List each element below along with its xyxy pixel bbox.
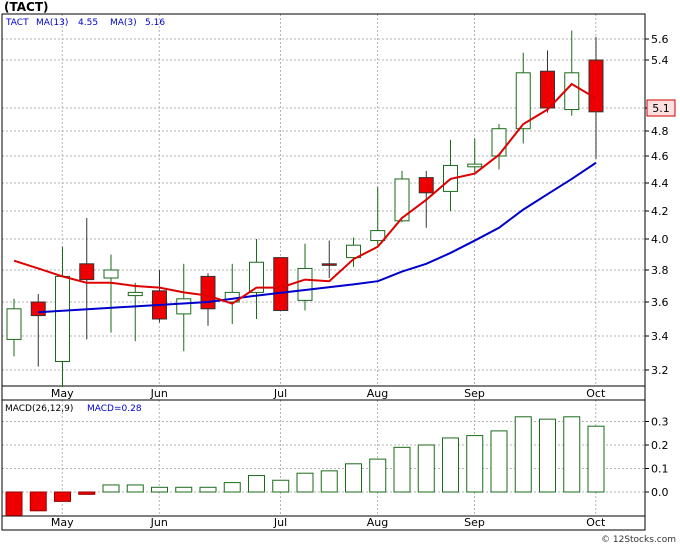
- candle-body: [200, 275, 216, 310]
- macd-axis: 0.0 0.1 0.2 0.3: [645, 416, 669, 499]
- candle-body: [6, 308, 22, 340]
- macd-bar: [151, 486, 168, 493]
- candle-body: [321, 263, 337, 266]
- macd-tick-label: 0.2: [651, 439, 669, 452]
- month-label-macd: Sep: [464, 516, 485, 529]
- macd-tick-label: 0.3: [651, 416, 669, 429]
- candle-body: [467, 163, 483, 168]
- candle-body: [588, 59, 604, 113]
- month-label: Jun: [150, 387, 168, 400]
- macd-bar: [393, 446, 411, 493]
- macd-bar: [223, 482, 241, 493]
- price-grid: [2, 14, 645, 386]
- candle-body: [394, 178, 410, 222]
- chart-title: (TACT): [4, 0, 49, 14]
- macd-month-strip: [1, 515, 646, 531]
- current-price-tag: [646, 99, 676, 117]
- candle-body: [30, 301, 46, 317]
- candle-body: [297, 267, 313, 301]
- price-tick-label: 4.6: [651, 150, 669, 163]
- ma3-legend-label: MA(3): [110, 18, 137, 28]
- macd-bar: [490, 430, 508, 493]
- candle-body: [370, 230, 386, 242]
- macd-bar: [417, 444, 435, 493]
- candle-body: [540, 70, 555, 109]
- ma13-line: [38, 161, 597, 314]
- macd-bar: [248, 475, 265, 493]
- macd-bar: [563, 416, 581, 493]
- month-label: May: [51, 387, 74, 400]
- price-tick-label: 4.0: [651, 233, 669, 246]
- price-axis: 3.2 3.4 3.6 3.8 4.0 4.2 4.4 4.6 4.8 5.4 5.6: [645, 33, 669, 377]
- macd-bar: [5, 491, 23, 516]
- macd-bar: [102, 484, 120, 493]
- legend-ticker: TACT: [5, 18, 29, 28]
- price-tick-label: 3.4: [651, 330, 669, 343]
- macd-bar: [466, 435, 484, 493]
- macd-bar: [296, 472, 314, 493]
- current-price-label: 5.1: [652, 102, 670, 115]
- month-label: Aug: [367, 387, 388, 400]
- ma3-line: [13, 82, 597, 305]
- macd-bar: [345, 463, 362, 493]
- macd-bar: [272, 479, 290, 493]
- candle-body: [55, 275, 70, 362]
- month-label-macd: Aug: [367, 516, 388, 529]
- macd-title: MACD(26,12,9): [5, 404, 73, 414]
- candle-body: [491, 128, 507, 157]
- price-tick-label: 4.8: [651, 125, 669, 138]
- month-label-macd: Jul: [273, 516, 287, 529]
- price-tick-label: 5.4: [651, 54, 669, 67]
- candle-body: [103, 269, 119, 279]
- month-label-macd: Jun: [150, 516, 168, 529]
- ma3-legend-value: 5.16: [145, 18, 165, 28]
- price-tick-label: 3.2: [651, 364, 669, 377]
- macd-bar: [587, 425, 605, 493]
- macd-bar: [539, 418, 556, 493]
- macd-bar: [78, 491, 96, 495]
- month-label: Sep: [464, 387, 485, 400]
- month-label-macd: May: [51, 516, 74, 529]
- candle-body: [176, 298, 192, 315]
- macd-bar: [199, 486, 217, 493]
- macd-tick-label: 0.0: [651, 486, 669, 499]
- macd-bar: [126, 484, 144, 493]
- macd-bar: [175, 486, 193, 493]
- macd-bar: [442, 437, 459, 493]
- candle-body: [79, 263, 95, 281]
- macd-tick-label: 0.1: [651, 463, 669, 476]
- price-tick-label: 4.2: [651, 205, 669, 218]
- candle-body: [418, 177, 434, 194]
- ma13-legend-label: MA(13): [36, 18, 68, 28]
- month-label: Oct: [586, 387, 606, 400]
- candle-body: [515, 72, 531, 130]
- candle-body: [346, 244, 361, 259]
- month-label: Jul: [273, 387, 287, 400]
- macd-bar: [369, 458, 387, 493]
- candle-body: [249, 261, 264, 293]
- macd-bar: [29, 491, 47, 512]
- price-tick-label: 5.6: [651, 33, 669, 46]
- candle-body: [127, 291, 143, 297]
- ma13-legend-value: 4.55: [78, 18, 98, 28]
- macd-bar-series: [5, 416, 605, 516]
- macd-bar: [320, 470, 338, 493]
- candle-body: [564, 72, 580, 111]
- macd-bar: [514, 416, 532, 493]
- month-axis: May May Jun Jun Jul Jul Aug Aug Sep Sep Oct Oct: [51, 387, 606, 529]
- month-label-macd: Oct: [586, 516, 606, 529]
- macd-value-label: MACD=0.28: [87, 404, 142, 414]
- candlestick-series: [6, 30, 604, 387]
- candle-body: [273, 257, 289, 312]
- price-tick-label: 4.4: [651, 177, 669, 190]
- watermark: © 12Stocks.com: [601, 535, 676, 545]
- price-tick-label: 3.8: [651, 264, 669, 277]
- price-tick-label: 3.6: [651, 296, 669, 309]
- macd-bar: [54, 491, 71, 502]
